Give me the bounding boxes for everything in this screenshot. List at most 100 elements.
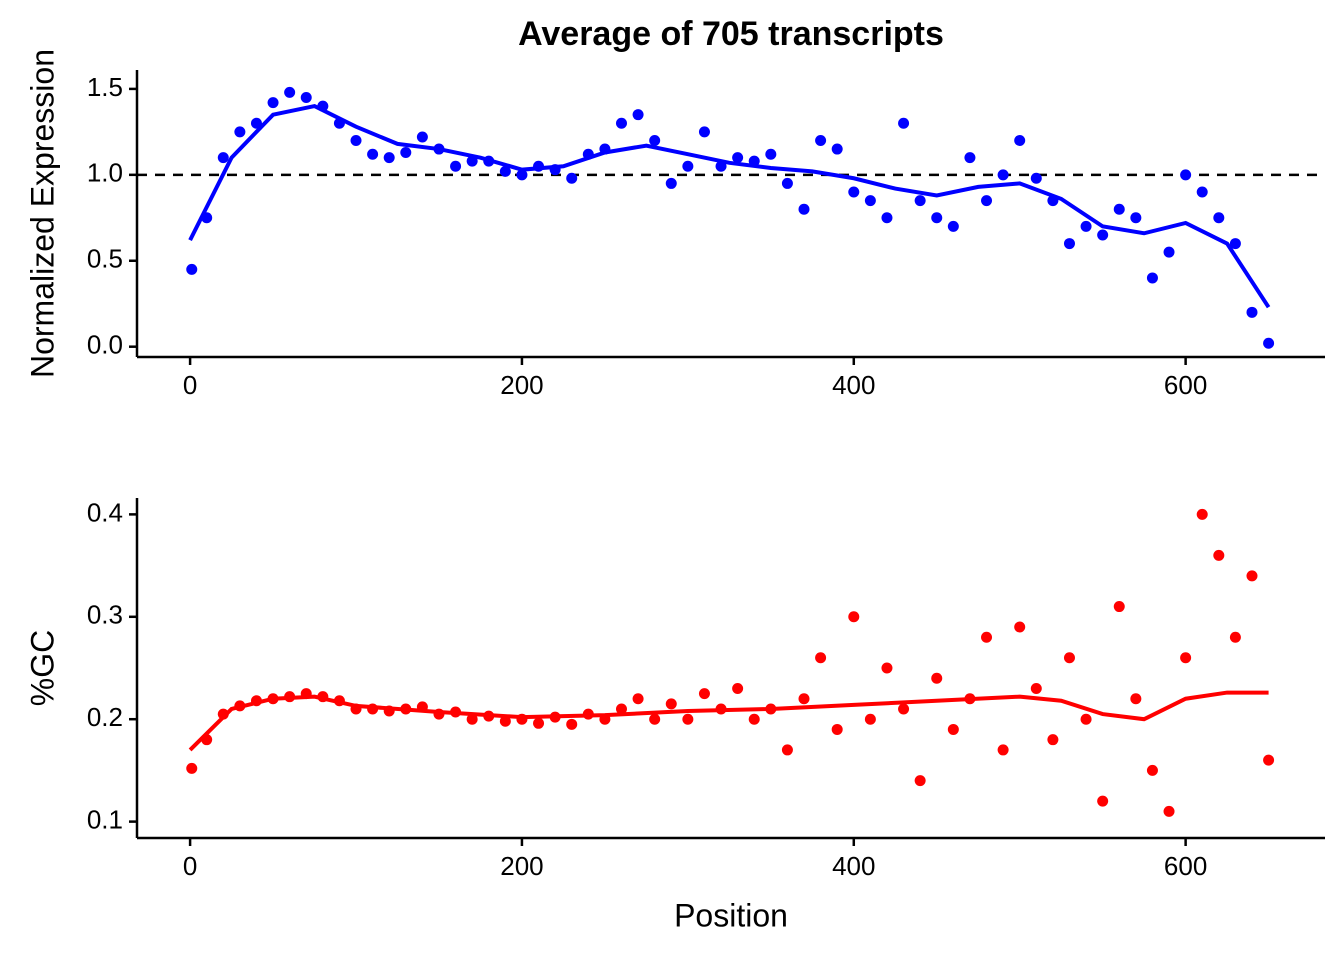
point <box>781 177 793 189</box>
y-tick-label: 1.0 <box>87 158 123 188</box>
point <box>400 146 412 158</box>
point <box>864 713 876 725</box>
point <box>898 703 910 715</box>
point <box>1246 570 1258 582</box>
point <box>1080 220 1092 232</box>
point <box>1063 238 1075 250</box>
x-tick-label: 0 <box>183 370 197 400</box>
point <box>1163 246 1175 258</box>
x-tick-label: 200 <box>500 370 543 400</box>
point <box>781 744 793 756</box>
point <box>981 195 993 207</box>
y-tick-label: 0.5 <box>87 244 123 274</box>
point <box>1180 652 1192 664</box>
point <box>864 195 876 207</box>
point <box>1229 631 1241 643</box>
point <box>416 131 428 143</box>
chart-title: Average of 705 transcripts <box>518 15 944 53</box>
point <box>649 134 661 146</box>
point <box>1263 337 1275 349</box>
x-tick-label: 400 <box>832 851 875 881</box>
point <box>931 672 943 684</box>
point <box>250 117 262 129</box>
point <box>815 652 827 664</box>
point <box>649 713 661 725</box>
point <box>964 152 976 164</box>
point <box>1080 713 1092 725</box>
point <box>1113 601 1125 613</box>
point <box>914 775 926 787</box>
point <box>499 715 511 727</box>
point <box>1196 508 1208 520</box>
point <box>383 152 395 164</box>
y-axis-label: %GC <box>24 630 60 706</box>
point <box>267 97 279 109</box>
point <box>931 212 943 224</box>
point <box>1097 229 1109 241</box>
point <box>566 172 578 184</box>
point <box>234 126 246 138</box>
point <box>1014 621 1026 633</box>
x-axis-label: Position <box>674 897 788 933</box>
point <box>698 688 710 700</box>
point <box>981 631 993 643</box>
y-axis-label: Normalized Expression <box>24 49 60 378</box>
point <box>1130 212 1142 224</box>
point <box>1030 682 1042 694</box>
x-tick-label: 0 <box>183 851 197 881</box>
x-tick-label: 400 <box>832 370 875 400</box>
point <box>1213 549 1225 561</box>
point <box>682 160 694 172</box>
smooth-line <box>188 690 1269 752</box>
point <box>1097 795 1109 807</box>
point <box>831 143 843 155</box>
point <box>1130 693 1142 705</box>
y-tick-label: 0.1 <box>87 804 123 834</box>
y-tick-label: 0.3 <box>87 600 123 630</box>
y-tick-label: 1.5 <box>87 72 123 102</box>
point <box>798 203 810 215</box>
point <box>1030 172 1042 184</box>
point <box>367 148 379 160</box>
point <box>217 152 229 164</box>
point <box>1213 212 1225 224</box>
point <box>1263 754 1275 766</box>
point <box>1196 186 1208 198</box>
point <box>997 169 1009 181</box>
y-tick-label: 0.0 <box>87 330 123 360</box>
point <box>186 263 198 275</box>
smooth-line <box>188 103 1271 309</box>
point <box>1047 734 1059 746</box>
x-tick-label: 200 <box>500 851 543 881</box>
point <box>632 109 644 121</box>
point <box>947 723 959 735</box>
point <box>815 134 827 146</box>
point <box>566 718 578 730</box>
point <box>881 212 893 224</box>
point <box>533 717 545 729</box>
point <box>632 693 644 705</box>
point <box>848 611 860 623</box>
point <box>1063 652 1075 664</box>
y-tick-label: 0.2 <box>87 702 123 732</box>
point <box>300 91 312 103</box>
point <box>698 126 710 138</box>
point <box>615 703 627 715</box>
point <box>1229 238 1241 250</box>
point <box>1163 805 1175 817</box>
point <box>1113 203 1125 215</box>
x-tick-label: 600 <box>1164 851 1207 881</box>
y-tick-label: 0.4 <box>87 497 123 527</box>
point <box>898 117 910 129</box>
point <box>516 169 528 181</box>
point <box>732 152 744 164</box>
point <box>1180 169 1192 181</box>
point <box>881 662 893 674</box>
point <box>765 148 777 160</box>
point <box>947 220 959 232</box>
point <box>997 744 1009 756</box>
point <box>848 186 860 198</box>
point <box>914 195 926 207</box>
point <box>1246 306 1258 318</box>
